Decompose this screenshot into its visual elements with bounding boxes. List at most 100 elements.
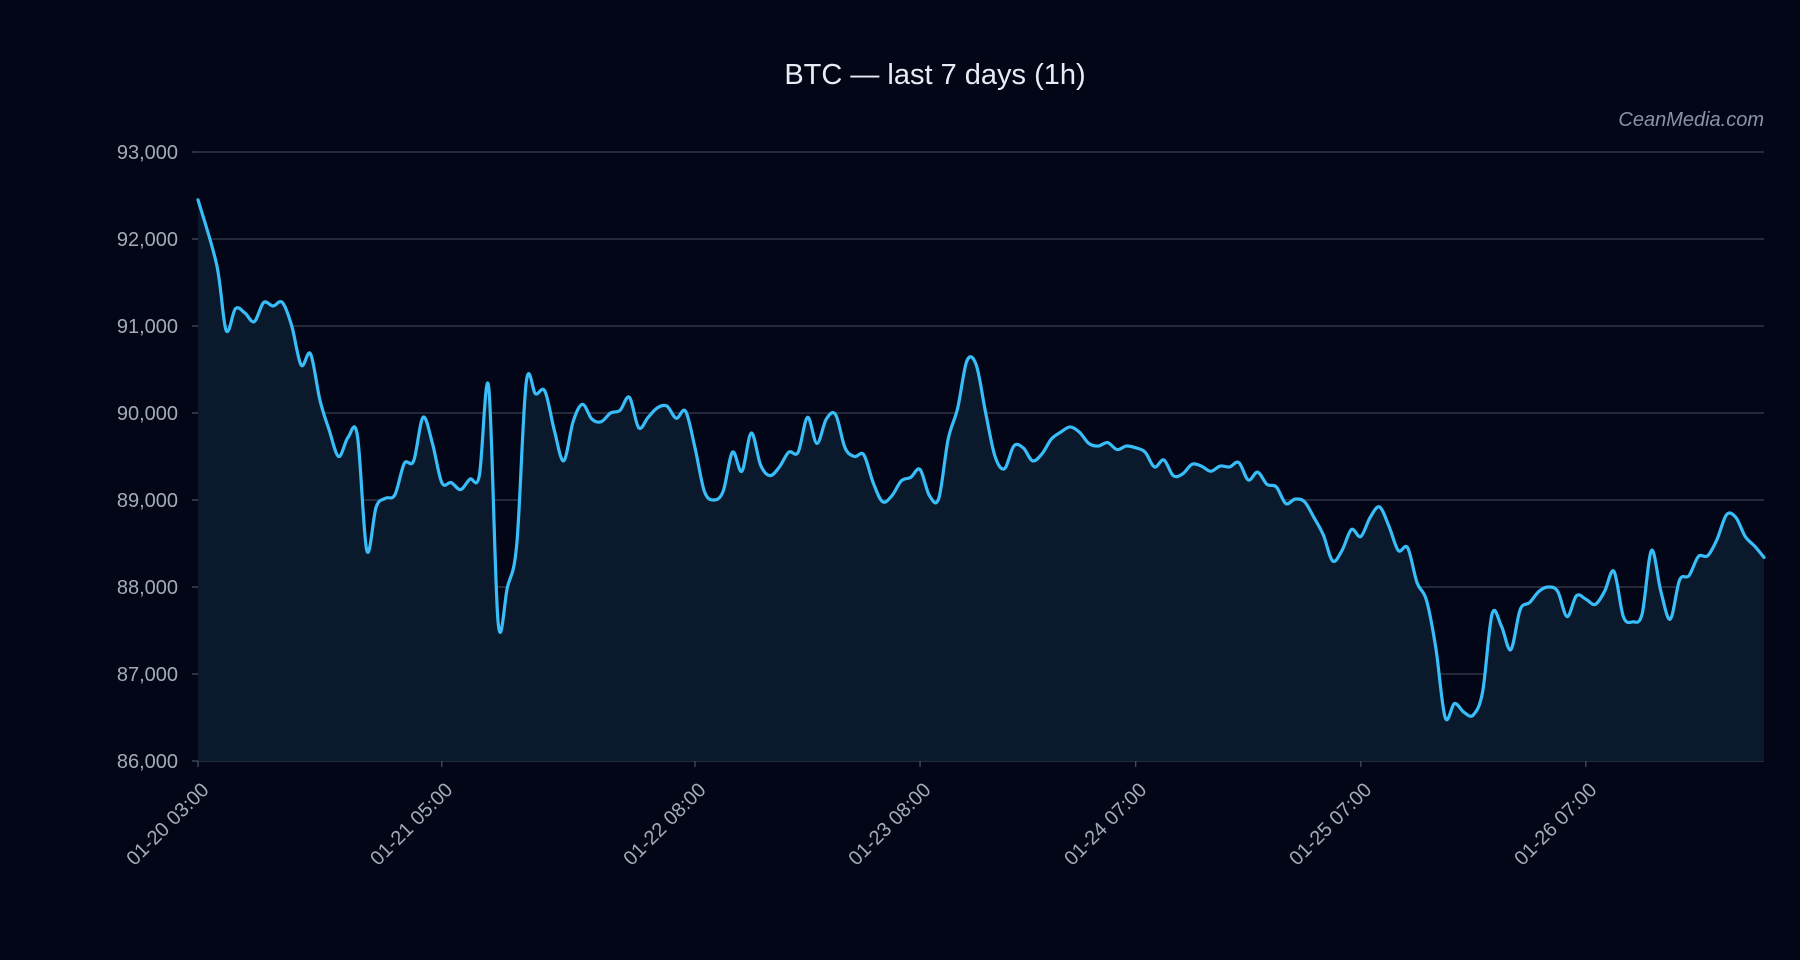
data-point: [835, 414, 837, 416]
data-point: [244, 312, 246, 314]
y-tick-label: 89,000: [117, 490, 178, 512]
data-point: [1304, 501, 1306, 503]
data-point: [741, 470, 743, 472]
data-point: [1069, 426, 1071, 428]
data-point: [1491, 613, 1493, 615]
x-tick-label: 01-20 03:00: [122, 779, 213, 870]
data-point: [1350, 529, 1352, 531]
price-area-fill: [198, 199, 1764, 762]
data-point: [1332, 560, 1334, 562]
data-point: [966, 360, 968, 362]
data-point: [1285, 502, 1287, 504]
data-point: [1266, 483, 1268, 485]
data-point: [816, 442, 818, 444]
watermark-text: CeanMedia.com: [1618, 109, 1764, 131]
data-point: [910, 476, 912, 478]
y-axis-tick-labels: 86,000 87,000 88,000 89,000 90,000 91,000 92,0…: [117, 142, 178, 773]
data-point: [1557, 590, 1559, 592]
data-point: [375, 506, 377, 508]
data-point: [975, 364, 977, 366]
data-point: [1660, 590, 1662, 592]
data-point: [788, 451, 790, 453]
y-tick-label: 90,000: [117, 403, 178, 425]
data-point: [750, 432, 752, 434]
data-point: [600, 421, 602, 423]
data-point: [441, 482, 443, 484]
data-point: [778, 466, 780, 468]
data-point: [1078, 431, 1080, 433]
data-point: [1482, 690, 1484, 692]
data-point: [1191, 463, 1193, 465]
data-point: [675, 417, 677, 419]
data-point: [403, 462, 405, 464]
data-point: [1707, 555, 1709, 557]
price-line-series: [196, 198, 1766, 722]
data-point: [544, 390, 546, 392]
data-point: [366, 549, 368, 551]
data-point: [413, 460, 415, 462]
data-point: [957, 408, 959, 410]
data-point: [1725, 514, 1727, 516]
data-point: [525, 382, 527, 384]
data-point: [225, 329, 227, 331]
data-point: [919, 469, 921, 471]
data-point: [1407, 547, 1409, 549]
data-point: [1510, 649, 1512, 651]
data-point: [853, 456, 855, 458]
data-point: [1060, 431, 1062, 433]
data-point: [1529, 602, 1531, 604]
data-point: [197, 199, 199, 201]
data-point: [628, 396, 630, 398]
data-point: [1097, 445, 1099, 447]
data-point: [572, 421, 574, 423]
data-point: [1313, 516, 1315, 518]
data-point: [431, 442, 433, 444]
chart-title: BTC — last 7 days (1h): [784, 59, 1085, 91]
data-point: [844, 447, 846, 449]
data-point: [1022, 447, 1024, 449]
data-point: [797, 451, 799, 453]
data-point: [1622, 616, 1624, 618]
data-point: [385, 497, 387, 499]
y-tick-label: 88,000: [117, 577, 178, 599]
y-tick-label: 92,000: [117, 229, 178, 251]
data-point: [732, 451, 734, 453]
data-point: [994, 456, 996, 458]
data-point: [694, 447, 696, 449]
data-point: [1688, 575, 1690, 577]
y-tick-label: 87,000: [117, 664, 178, 686]
data-point: [469, 478, 471, 480]
data-point: [1172, 475, 1174, 477]
data-point: [1369, 516, 1371, 518]
data-point: [1107, 442, 1109, 444]
x-tick-label: 01-22 08:00: [619, 779, 710, 870]
data-point: [760, 464, 762, 466]
data-point: [235, 308, 237, 310]
data-point: [310, 353, 312, 355]
data-point: [1360, 536, 1362, 538]
data-point: [985, 412, 987, 414]
data-point: [1735, 516, 1737, 518]
y-tick-label: 91,000: [117, 316, 178, 338]
data-point: [338, 456, 340, 458]
data-point: [1435, 647, 1437, 649]
data-point: [1416, 582, 1418, 584]
data-point: [591, 418, 593, 420]
data-point: [656, 407, 658, 409]
x-tick-label: 01-26 07:00: [1510, 779, 1601, 870]
data-point: [553, 429, 555, 431]
data-point: [1135, 447, 1137, 449]
data-point: [563, 460, 565, 462]
data-point: [319, 399, 321, 401]
data-point: [1379, 506, 1381, 508]
data-point: [1697, 556, 1699, 558]
data-point: [291, 325, 293, 327]
data-point: [281, 302, 283, 304]
data-point: [891, 495, 893, 497]
data-point: [1472, 714, 1474, 716]
data-point: [1519, 609, 1521, 611]
data-point: [1763, 556, 1765, 558]
data-point: [1210, 470, 1212, 472]
data-point: [450, 482, 452, 484]
data-point: [947, 438, 949, 440]
